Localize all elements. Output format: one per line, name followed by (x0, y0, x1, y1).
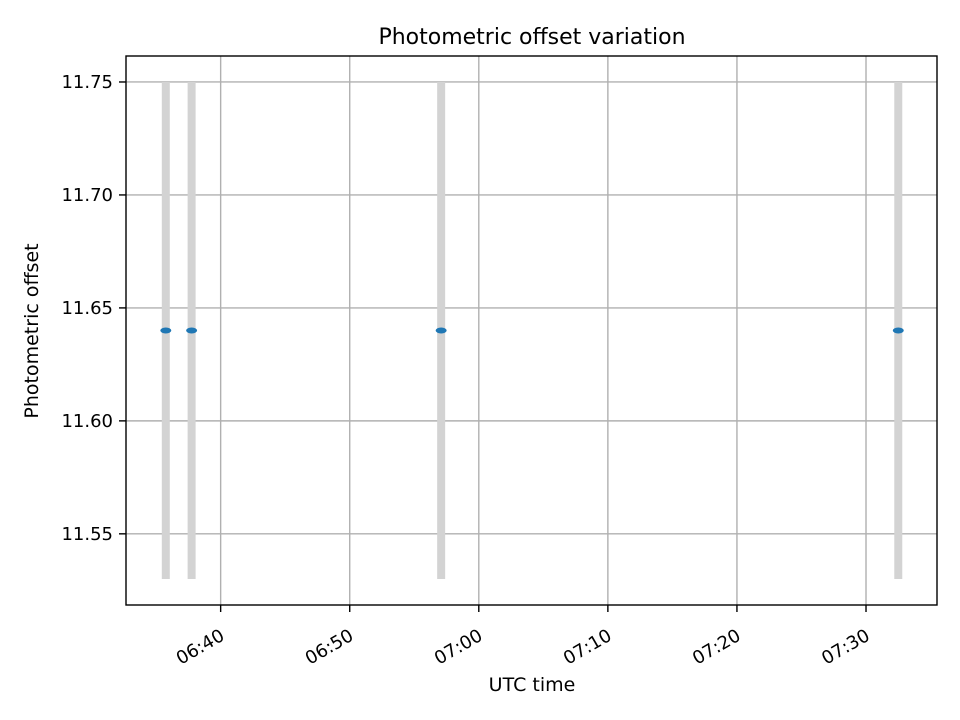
y-axis-label: Photometric offset (21, 243, 43, 418)
y-axis-ticks: 11.55 11.60 11.65 11.70 11.75 (61, 72, 126, 545)
x-tick-label: 07:30 (818, 625, 873, 669)
x-tick-label: 07:10 (560, 625, 615, 669)
data-points (160, 327, 904, 334)
data-point (435, 327, 447, 334)
data-point (892, 327, 904, 334)
data-point (186, 327, 198, 334)
y-tick-label: 11.60 (61, 411, 113, 432)
x-axis-label: UTC time (489, 674, 576, 696)
y-tick-label: 11.55 (61, 524, 113, 545)
grid (126, 56, 937, 605)
x-axis-ticks: 06:40 06:50 07:00 07:10 07:20 07:30 (173, 605, 874, 669)
x-tick-label: 07:00 (431, 625, 486, 669)
x-tick-label: 06:50 (302, 625, 357, 669)
x-tick-label: 07:20 (689, 625, 744, 669)
y-tick-label: 11.65 (61, 298, 113, 319)
x-tick-label: 06:40 (173, 625, 228, 669)
y-tick-label: 11.70 (61, 185, 113, 206)
errorbars (161, 81, 903, 580)
chart-title: Photometric offset variation (378, 25, 685, 50)
plot-frame (125, 55, 938, 606)
data-point (160, 327, 172, 334)
y-tick-label: 11.75 (61, 72, 113, 93)
